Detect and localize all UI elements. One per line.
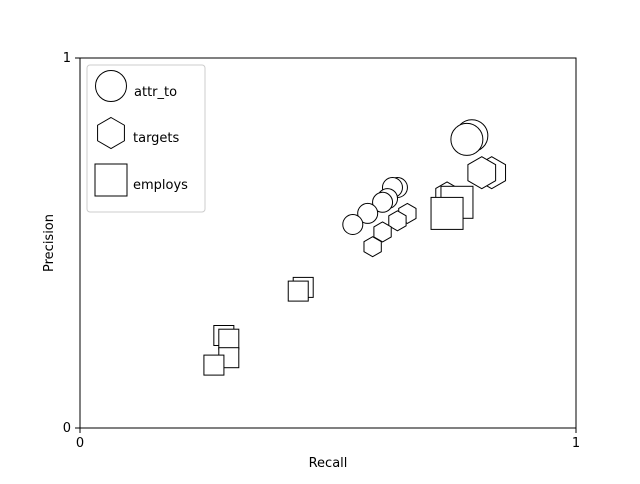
circle-point	[342, 214, 364, 235]
y-axis-label: Precision	[42, 214, 57, 272]
hexagon-point	[363, 236, 382, 258]
plot-frame	[79, 57, 577, 429]
square-point	[218, 328, 240, 350]
square-point	[287, 280, 309, 302]
hexagon-point	[467, 156, 497, 190]
x-axis-label: Recall	[309, 456, 348, 471]
legend-hexagon-marker	[97, 116, 125, 150]
circle-point	[450, 122, 484, 156]
circle-point	[357, 202, 379, 224]
series-attr-to	[342, 119, 489, 235]
circle-point	[372, 191, 394, 213]
y-tick-label: 1	[63, 51, 71, 66]
legend-label-employs: employs	[133, 178, 188, 193]
x-tick-label: 0	[76, 436, 84, 451]
x-tick-label: 1	[572, 436, 580, 451]
legend-square-marker	[94, 163, 128, 197]
series-employs	[203, 185, 474, 376]
square-point	[203, 354, 225, 376]
legend-label-attr-to: attr_to	[134, 85, 177, 100]
square-point	[430, 196, 464, 230]
legend: attr_to targets employs	[86, 64, 206, 213]
legend-circle-marker	[95, 70, 127, 102]
legend-label-targets: targets	[133, 131, 180, 146]
hexagon-point	[373, 221, 392, 243]
y-tick-label: 0	[63, 421, 71, 436]
hexagon-point	[388, 210, 407, 232]
